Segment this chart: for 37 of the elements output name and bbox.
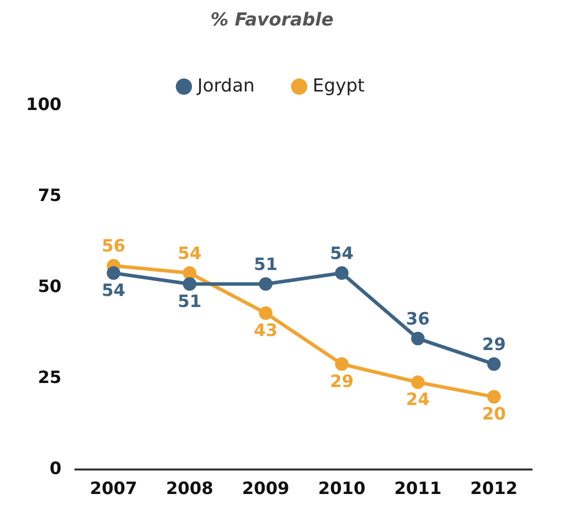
data-label: 54 [330, 244, 354, 264]
point [335, 357, 349, 371]
y-tick-label: 0 [50, 459, 62, 480]
x-tick-label: 2010 [318, 479, 366, 500]
point [182, 266, 196, 280]
x-tick-label: 2008 [166, 479, 214, 500]
y-tick-label: 100 [26, 95, 62, 116]
point [411, 375, 425, 389]
point [182, 277, 196, 291]
point [335, 266, 349, 280]
data-label: 54 [178, 244, 202, 264]
data-label: 51 [254, 254, 278, 275]
y-tick-label: 25 [38, 368, 62, 388]
point [487, 357, 501, 371]
data-label: 20 [482, 404, 506, 425]
chart-title: % Favorable [210, 9, 334, 30]
data-label: 29 [330, 372, 354, 392]
data-label: 24 [406, 390, 430, 410]
point [258, 306, 272, 320]
data-label: 43 [254, 321, 278, 341]
legend-label: Jordan [196, 75, 255, 96]
legend-label: Egypt [312, 75, 365, 96]
point [411, 332, 425, 346]
data-label: 36 [406, 309, 430, 330]
x-tick-label: 2012 [470, 479, 518, 500]
data-label: 51 [178, 292, 202, 312]
x-tick-label: 2007 [90, 479, 138, 500]
data-label: 29 [482, 334, 506, 355]
data-label: 56 [102, 236, 126, 257]
point [106, 266, 120, 280]
data-label: 54 [102, 280, 126, 301]
y-tick-label: 75 [38, 186, 62, 206]
x-tick-label: 2011 [394, 479, 442, 500]
point [487, 390, 501, 404]
point [258, 277, 272, 291]
x-tick-label: 2009 [242, 479, 290, 500]
y-tick-label: 50 [38, 277, 62, 298]
